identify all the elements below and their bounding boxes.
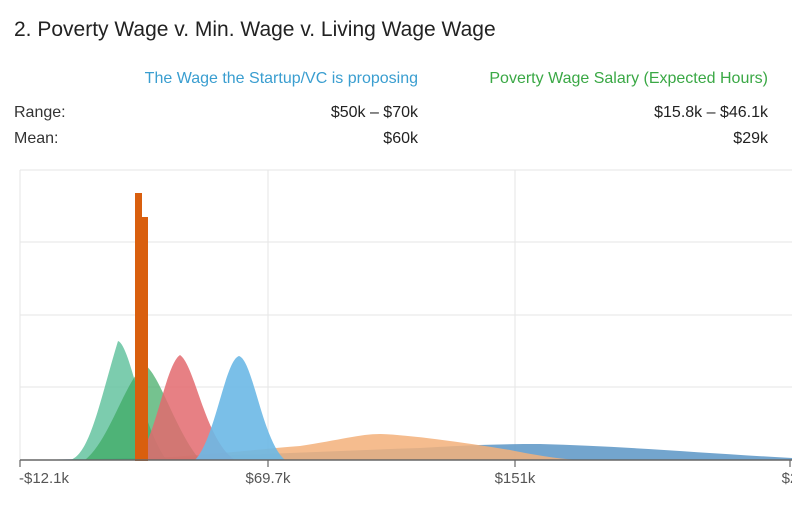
poverty-mean-value: $29k [733,130,768,147]
poverty-range-value: $15.8k – $46.1k [654,104,768,121]
range-label: Range: [14,104,66,121]
chart-title: 2. Poverty Wage v. Min. Wage v. Living W… [14,18,496,41]
vc-mean-value: $60k [383,130,418,147]
x-tick-label: $2 [781,470,792,487]
x-tick-label: -$12.1k [18,470,70,487]
distribution-chart [19,169,792,467]
orange-spike-bar [135,193,148,461]
lightblue-area [195,356,285,460]
x-tick-label: $69.7k [245,470,291,487]
x-tick-label: $151k [494,470,536,487]
legend-poverty-wage: Poverty Wage Salary (Expected Hours) [489,70,768,87]
legend-vc-wage: The Wage the Startup/VC is proposing [144,70,418,87]
vc-range-value: $50k – $70k [330,104,418,121]
mean-label: Mean: [14,130,59,147]
